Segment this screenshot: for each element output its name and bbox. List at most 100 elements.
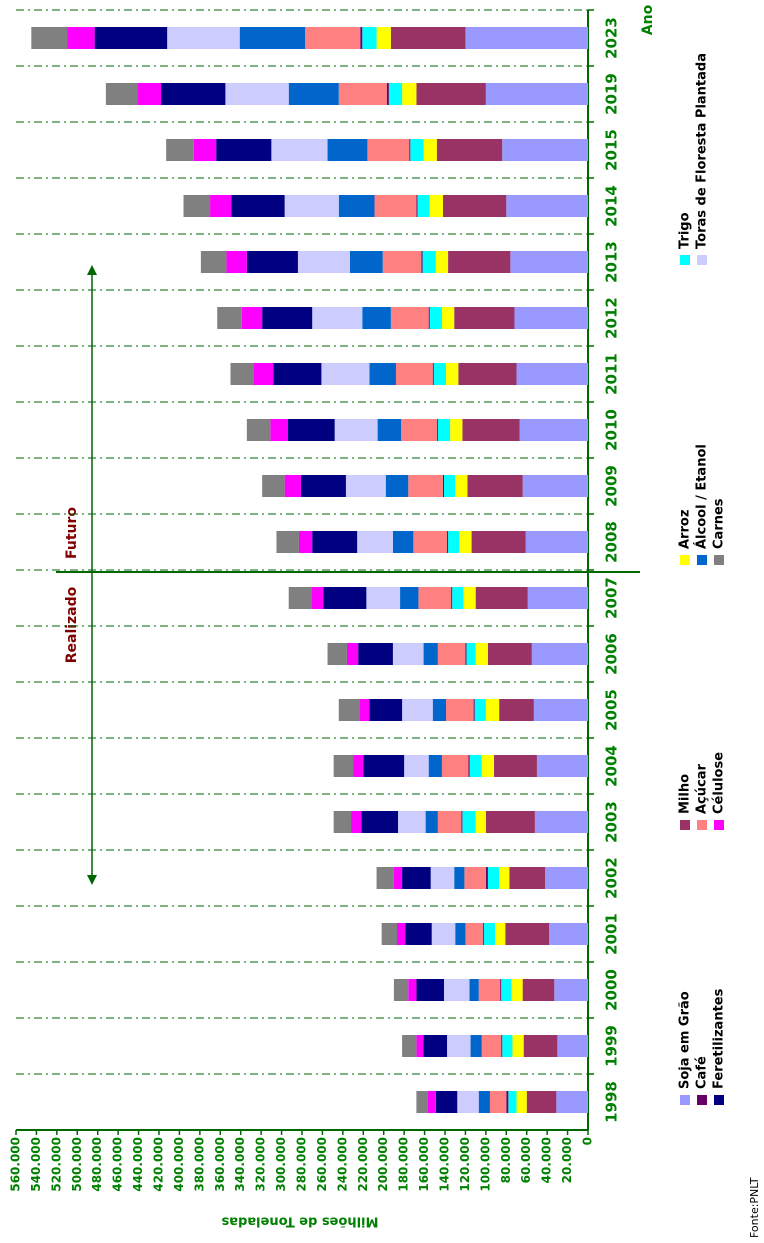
y-tick-label: 220.000 [356,1137,370,1192]
bar-segment [323,587,367,609]
x-tick-label: 2008 [603,521,621,563]
bar-segment [94,27,168,49]
bar-segment [410,139,424,161]
bar-segment [345,475,386,497]
bar-segment [405,923,432,945]
bar-segment [512,1035,524,1057]
bar-segment [428,755,442,777]
bar-segment [421,251,423,273]
bar-segment [416,83,486,105]
y-tick-label: 200.000 [376,1137,390,1192]
bar-segment [522,979,555,1001]
legend-swatch [697,255,707,265]
bar-segment [284,195,339,217]
bar-segment [525,531,589,553]
bar-segment [435,1091,458,1113]
bar-segment [262,475,285,497]
bar-segment [338,699,360,721]
y-tick-label: 340.000 [233,1137,247,1192]
legend-swatch [697,1095,707,1105]
bar-segment [501,1035,503,1057]
bar-segment [463,587,476,609]
x-tick-label: 2007 [603,577,621,619]
legend-swatch [697,820,707,830]
bar-segment [338,195,375,217]
bar-segment [501,979,512,1001]
annotation: Realizado [64,586,80,663]
y-tick-label: 260.000 [315,1137,329,1192]
bar-segment [390,307,429,329]
bar-segment [454,867,465,889]
legend-label: Milho [678,774,693,814]
x-tick-label: 1998 [603,1081,621,1123]
bar-segment [447,531,449,553]
bar-segment [429,307,442,329]
bar-segment [422,251,436,273]
bar-segment [432,363,434,385]
bar-segment [67,27,95,49]
legend-label: Célulose [712,752,727,814]
x-tick-label: 2002 [603,857,621,899]
legend-swatch [680,820,690,830]
x-tick-label: 2001 [603,913,621,955]
bar-segment [416,979,444,1001]
chart-body: Realizado Futuro Ano Milhões de Tonelada… [9,4,762,1238]
bar-segment [395,363,433,385]
bar-segment [382,251,422,273]
bar-segment [334,419,378,441]
bar-segment [545,867,588,889]
y-tick-label: 420.000 [152,1137,166,1192]
legend-swatch [714,820,724,830]
bar-segment [531,643,588,665]
bar-segment [357,531,393,553]
bar-segment [483,923,496,945]
bar-segment [441,307,455,329]
bar-segment [469,979,479,1001]
bar-segment [441,755,469,777]
legend-label: Feretilizantes [712,988,727,1089]
bar-segment [362,27,377,49]
bar-segment [350,251,383,273]
bar-segment [287,419,335,441]
bar-segment [442,475,444,497]
y-tick-label: 100.000 [478,1137,492,1192]
bar-segment [105,83,138,105]
bar-segment [462,811,476,833]
bar-segment [475,643,488,665]
bar-segment [427,1091,436,1113]
bar-segment [526,1091,557,1113]
bar-segment [446,699,474,721]
bar-segment [451,587,453,609]
bar-segment [226,251,247,273]
bar-segment [487,643,532,665]
bar-segment [338,83,387,105]
bar-segment [312,307,363,329]
x-tick-label: 2006 [603,633,621,675]
bar-segment [418,587,452,609]
bar-segment [273,363,322,385]
bar-segment [408,475,443,497]
bar-segment [346,643,359,665]
bar-segment [446,363,459,385]
y-tick-label: 300.000 [274,1137,288,1192]
bar-segment [216,139,272,161]
bar-segment [402,1035,417,1057]
x-tick-label: 2011 [603,353,621,395]
bar-segment [502,1035,513,1057]
bar-segment [494,755,537,777]
bar-segment [193,139,217,161]
bar-segment [392,643,424,665]
x-tick-label: 2012 [603,297,621,339]
bar-segment [443,979,470,1001]
bar-segment [416,1035,424,1057]
bar-segment [386,83,389,105]
bar-segment [363,755,405,777]
bar-segment [502,139,589,161]
bar-segment [468,755,470,777]
bar-segment [377,419,402,441]
y-tick-label: 40.000 [540,1137,554,1183]
bar-segment [506,195,588,217]
x-tick-label: 2014 [603,185,621,227]
bar-segment [455,923,466,945]
